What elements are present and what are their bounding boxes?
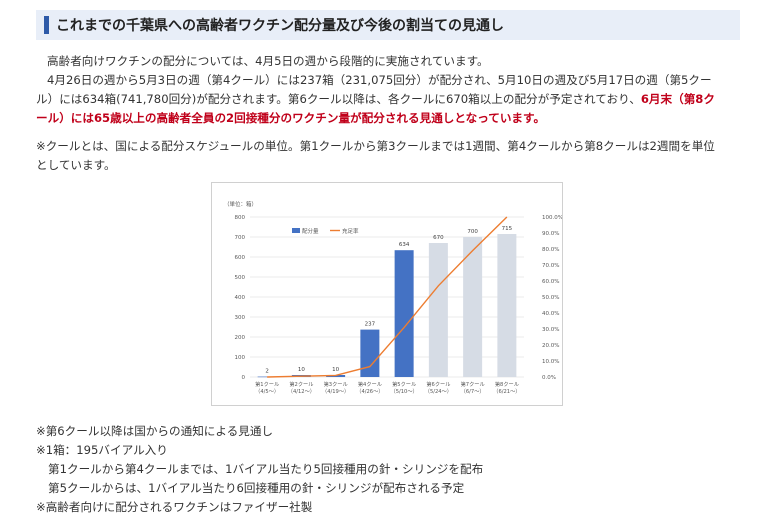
bar <box>360 329 380 377</box>
bar <box>394 250 414 377</box>
note-line: 第1クールから第4クールまでは、1バイアル当たり5回接種用の針・シリンジを配布 <box>48 462 484 476</box>
x-tick-label: 第8クール <box>495 380 519 388</box>
x-tick-label: （5/24～） <box>425 388 452 395</box>
bar <box>497 234 517 377</box>
emphasis-text-2: ール）には65歳以上の高齢者全員の2回接種分のワクチン量が配分される見通しとなっ… <box>36 111 546 125</box>
note-line: ※第6クール以降は国からの通知による見通し <box>36 424 274 438</box>
y-right-tick-label: 80.0% <box>542 247 559 253</box>
emphasis-text-1: 6月末（第8ク <box>640 92 715 106</box>
x-tick-label: （6/21～） <box>493 388 520 395</box>
y-left-tick-label: 0 <box>242 375 246 381</box>
x-tick-label: 第2クール <box>289 380 313 388</box>
note-line: ※高齢者向けに配分されるワクチンはファイザー社製 <box>36 500 313 514</box>
x-tick-label: 第4クール <box>358 380 382 388</box>
x-tick-label: 第7クール <box>461 380 485 388</box>
x-tick-label: 第3クール <box>324 380 348 388</box>
bar-data-label: 715 <box>502 226 513 232</box>
x-tick-label: 第6クール <box>426 380 450 388</box>
x-tick-label: （4/12～） <box>288 388 315 395</box>
x-tick-label: （4/5～） <box>255 388 279 395</box>
paragraph-2-line-1: 4月26日の週から5月3日の週（第4クール）には237箱（231,075回分）が… <box>47 73 712 87</box>
bar <box>428 243 448 377</box>
x-tick-label: 第1クール <box>255 380 279 388</box>
x-tick-label: 第5クール <box>392 380 416 388</box>
x-tick-label: （5/10～） <box>391 388 418 395</box>
y-right-tick-label: 20.0% <box>542 343 559 349</box>
y-left-tick-label: 400 <box>235 295 246 301</box>
y-left-tick-label: 200 <box>235 335 246 341</box>
cool-definition-line-1: ※クールとは、国による配分スケジュールの単位。第1クールから第3クールまでは1週… <box>36 139 715 153</box>
chart-svg: （単位：箱） 0 100 200 300 400 500 600 700 800 0.0% 10.0%… <box>224 200 563 395</box>
x-tick-label: （4/19～） <box>322 388 349 395</box>
section-heading: これまでの千葉県への高齢者ワクチン配分量及び今後の割当ての見通し <box>36 10 740 40</box>
bar-data-label: 10 <box>298 367 305 373</box>
bar-data-label: 700 <box>467 229 478 235</box>
legend-label: 充足率 <box>342 227 359 235</box>
paragraph-2-line-2: ル）には634箱(741,780回分)が配分されます。第6クール以降は、各クール… <box>36 90 746 109</box>
page-title: これまでの千葉県への高齢者ワクチン配分量及び今後の割当ての見通し <box>56 18 504 34</box>
y-left-tick-label: 800 <box>235 215 246 221</box>
y-left-tick-label: 500 <box>235 275 246 281</box>
paragraph-2-text: ル）には634箱(741,780回分)が配分されます。第6クール以降は、各クール… <box>36 92 641 106</box>
note-line: 第5クールからは、1バイアル当たり6回接種用の針・シリンジが配布される予定 <box>48 481 465 495</box>
heading-accent-bar <box>44 16 49 34</box>
fulfillment-rate-line <box>267 216 508 378</box>
bar-data-label: 670 <box>433 235 444 241</box>
y-right-tick-label: 30.0% <box>542 327 559 333</box>
x-tick-label: （4/26～） <box>356 388 383 395</box>
y-left-tick-label: 600 <box>235 255 246 261</box>
paragraph-1: 高齢者向けワクチンの配分については、4月5日の週から段階的に実施されています。 <box>47 54 489 68</box>
cool-definition-line-2: としています。 <box>36 158 116 172</box>
bar-data-label: 10 <box>332 367 339 373</box>
y-left-tick-label: 100 <box>235 355 246 361</box>
bar-data-label: 2 <box>265 369 269 375</box>
note-line: ※1箱：195バイアル入り <box>36 443 168 457</box>
bar-data-label: 237 <box>365 322 376 328</box>
y-right-tick-label: 50.0% <box>542 295 559 301</box>
y-right-tick-label: 0.0% <box>542 375 556 381</box>
y-right-tick-label: 60.0% <box>542 279 559 285</box>
y-left-tick-label: 300 <box>235 315 246 321</box>
y-right-tick-label: 70.0% <box>542 263 559 269</box>
y-right-tick-label: 10.0% <box>542 359 559 365</box>
unit-label: （単位：箱） <box>224 200 257 208</box>
bar <box>463 237 483 377</box>
y-right-tick-label: 90.0% <box>542 231 559 237</box>
legend-label: 配分量 <box>302 227 319 235</box>
y-right-tick-label: 100.0% <box>542 215 562 221</box>
bar-data-label: 634 <box>399 242 410 248</box>
vaccine-allocation-chart: （単位：箱） 0 100 200 300 400 500 600 700 800 0.0% 10.0%… <box>211 182 563 406</box>
y-right-tick-label: 40.0% <box>542 311 559 317</box>
y-left-tick-label: 700 <box>235 235 246 241</box>
legend-bar-swatch <box>292 228 300 233</box>
x-tick-label: （6/7～） <box>461 388 485 395</box>
